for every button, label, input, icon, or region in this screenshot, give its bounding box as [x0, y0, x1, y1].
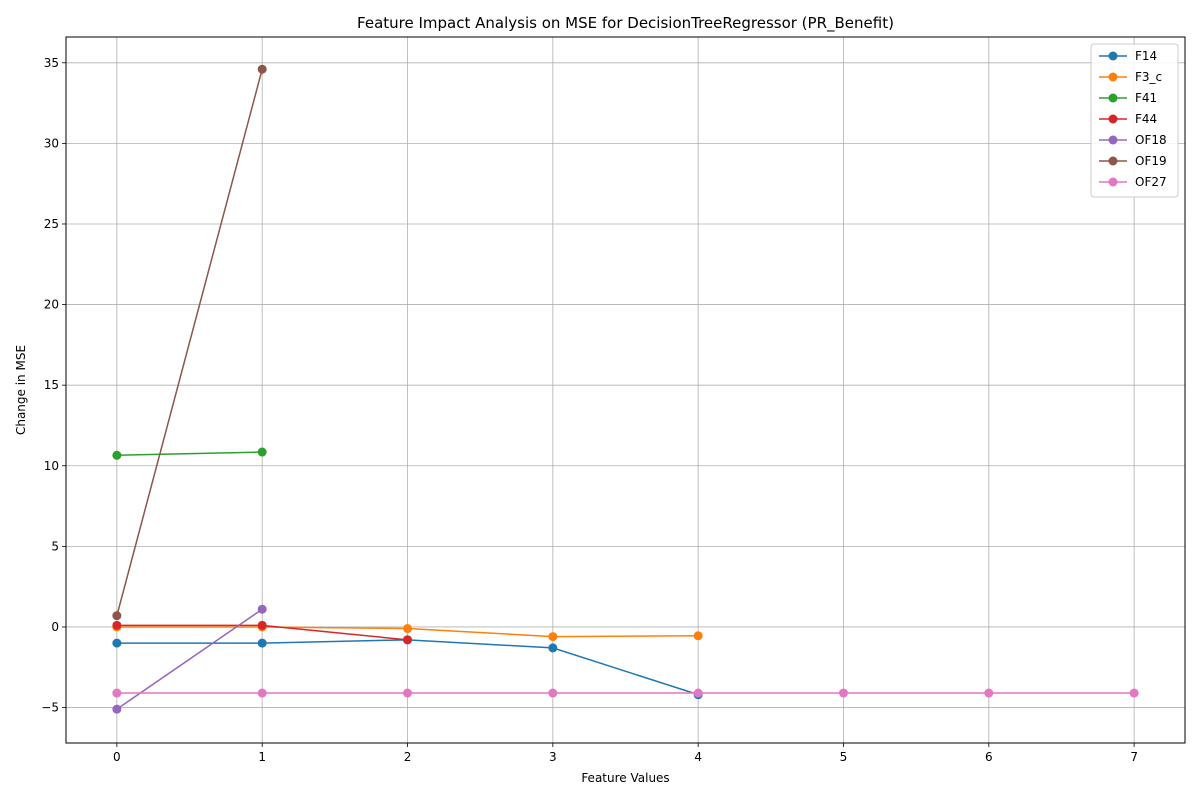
- legend-label: F41: [1135, 91, 1157, 105]
- data-point: [257, 638, 267, 648]
- x-tick-label: 1: [258, 750, 266, 764]
- data-point: [693, 631, 703, 641]
- data-point: [112, 688, 122, 698]
- legend-item: OF19: [1099, 154, 1167, 168]
- data-point: [693, 688, 703, 698]
- legend-label: OF19: [1135, 154, 1167, 168]
- series-line: [116, 451, 263, 457]
- x-tick-label: 2: [404, 750, 412, 764]
- x-axis-label: Feature Values: [581, 771, 669, 785]
- grid-lines: [66, 37, 1185, 743]
- data-point: [984, 688, 994, 698]
- data-point: [112, 620, 122, 630]
- data-point: [112, 704, 122, 714]
- legend-item: F14: [1099, 49, 1157, 63]
- data-point: [403, 624, 413, 634]
- legend-label: OF27: [1135, 175, 1167, 189]
- plot-frame: [65, 36, 1186, 744]
- y-tick-label: 30: [44, 136, 59, 150]
- legend-marker: [1108, 51, 1118, 61]
- legend-item: F44: [1099, 112, 1157, 126]
- legend-marker: [1108, 93, 1118, 103]
- data-point: [548, 632, 558, 642]
- data-point: [257, 688, 267, 698]
- legend-label: F14: [1135, 49, 1157, 63]
- data-point: [548, 643, 558, 653]
- series-f41: [112, 447, 267, 460]
- y-tick-label: 20: [44, 298, 59, 312]
- series-f44: [112, 620, 413, 645]
- y-tick-label: 25: [44, 217, 59, 231]
- legend-label: F44: [1135, 112, 1157, 126]
- y-tick-label: 35: [44, 56, 59, 70]
- legend-marker: [1108, 177, 1118, 187]
- legend-item: OF27: [1099, 175, 1167, 189]
- y-tick-label: −5: [41, 701, 59, 715]
- axis-ticks: 0 1 2 3 4 5 6 7 −5 0 5 10 15 20 25 30 35: [41, 56, 1138, 764]
- data-point: [838, 688, 848, 698]
- x-tick-label: 5: [840, 750, 848, 764]
- legend-item: F3_c: [1099, 70, 1162, 84]
- data-point: [548, 688, 558, 698]
- x-tick-label: 3: [549, 750, 557, 764]
- data-point: [112, 638, 122, 648]
- data-point: [1129, 688, 1139, 698]
- series-layer: [112, 64, 1139, 714]
- legend-item: F41: [1099, 91, 1157, 105]
- x-tick-label: 6: [985, 750, 993, 764]
- data-point: [403, 688, 413, 698]
- y-tick-label: 5: [51, 539, 59, 553]
- legend-marker: [1108, 135, 1118, 145]
- data-point: [257, 620, 267, 630]
- x-tick-label: 4: [694, 750, 702, 764]
- x-tick-label: 0: [113, 750, 121, 764]
- data-point: [112, 611, 122, 621]
- y-tick-label: 15: [44, 378, 59, 392]
- y-tick-label: 10: [44, 459, 59, 473]
- legend: F14 F3_c F41 F44 OF18 OF19 OF27: [1090, 43, 1179, 198]
- y-tick-label: 0: [51, 620, 59, 634]
- data-point: [257, 604, 267, 614]
- legend-item: OF18: [1099, 133, 1167, 147]
- series-line: [116, 69, 263, 616]
- series-of27: [112, 688, 1139, 698]
- data-point: [257, 447, 267, 457]
- legend-marker: [1108, 156, 1118, 166]
- legend-label: F3_c: [1135, 70, 1162, 84]
- legend-marker: [1108, 72, 1118, 82]
- series-of19: [112, 64, 267, 621]
- data-point: [112, 450, 122, 460]
- data-point: [403, 635, 413, 645]
- legend-label: OF18: [1135, 133, 1167, 147]
- data-point: [257, 64, 267, 74]
- y-axis-label: Change in MSE: [14, 345, 28, 435]
- chart-title: Feature Impact Analysis on MSE for Decis…: [357, 14, 894, 33]
- legend-marker: [1108, 114, 1118, 124]
- x-tick-label: 7: [1130, 750, 1138, 764]
